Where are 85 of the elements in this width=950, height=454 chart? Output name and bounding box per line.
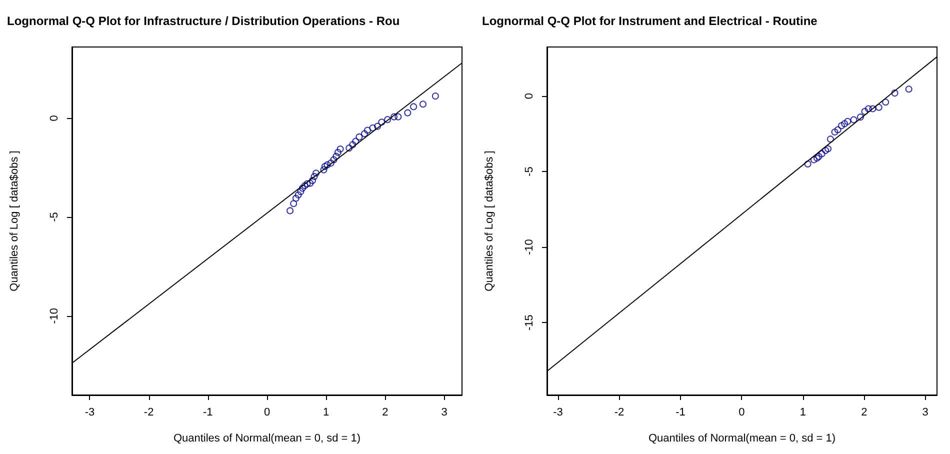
point [394, 113, 402, 120]
point [336, 146, 344, 153]
point [850, 116, 858, 124]
point [841, 120, 848, 128]
point [364, 126, 371, 134]
x-axis-title: Quantiles of Normal(mean = 0, sd = 1) [648, 432, 836, 444]
point [844, 118, 852, 125]
point [290, 200, 298, 208]
point [390, 113, 398, 120]
point [312, 170, 320, 177]
point [334, 148, 342, 156]
point [332, 152, 340, 160]
point [822, 146, 830, 154]
point [432, 92, 439, 100]
point [349, 141, 356, 148]
x-tick-label: -2 [614, 406, 624, 418]
point [309, 176, 316, 184]
y-tick-label: -10 [524, 239, 536, 255]
y-axis-title: Quantiles of Log [ data$obs ] [484, 150, 496, 292]
x-tick-label: -1 [203, 406, 213, 418]
point [298, 184, 306, 192]
point [804, 160, 812, 168]
point [374, 122, 381, 130]
chart-title: Lognormal Q-Q Plot for Instrument and Electrical - Routine [482, 14, 818, 28]
point [420, 100, 426, 108]
point [292, 194, 300, 202]
y-tick-label: -15 [524, 314, 536, 330]
point [346, 144, 353, 152]
point [352, 138, 360, 145]
y-tick-label: -10 [48, 308, 60, 324]
point [297, 188, 304, 196]
x-tick-label: 2 [382, 406, 388, 418]
point [384, 116, 392, 124]
x-tick-label: -2 [144, 406, 154, 418]
point [330, 156, 338, 164]
y-tick-label: 0 [524, 93, 536, 100]
point [875, 104, 882, 111]
point [378, 118, 386, 126]
point [864, 105, 872, 112]
x-tick-label: 0 [264, 406, 270, 418]
x-tick-label: -1 [676, 406, 686, 418]
x-tick-label: 2 [861, 406, 868, 418]
point [824, 145, 832, 152]
point [838, 122, 845, 130]
point [815, 152, 822, 160]
point [321, 162, 328, 170]
x-tick-label: 0 [738, 406, 745, 418]
point [826, 136, 834, 143]
point [356, 133, 363, 140]
point [324, 161, 331, 168]
point [861, 108, 868, 115]
chart-title: Lognormal Q-Q Plot for Infrastructure / Distribution Operations - Rou [7, 14, 400, 28]
point [294, 191, 302, 198]
y-tick-label: -5 [48, 212, 60, 222]
x-tick-label: 3 [441, 406, 448, 418]
y-axis-title: Quantiles of Log [ data$obs ] [8, 150, 20, 292]
point [905, 86, 912, 93]
point [361, 130, 368, 138]
point [818, 150, 826, 158]
x-tick-label: 1 [800, 406, 806, 418]
point [404, 109, 412, 116]
point [286, 207, 294, 214]
point [327, 160, 334, 167]
x-tick-label: 3 [922, 406, 928, 418]
point [410, 103, 418, 110]
x-tick-label: -3 [553, 406, 563, 418]
point [891, 90, 898, 97]
y-tick-label: 0 [48, 115, 60, 122]
point [369, 124, 376, 132]
point [814, 154, 820, 162]
point [856, 114, 864, 121]
point [834, 126, 842, 134]
point [304, 180, 311, 188]
point [320, 166, 328, 174]
x-tick-label: -3 [84, 406, 95, 418]
point [306, 180, 314, 187]
point [882, 98, 890, 106]
point [831, 128, 838, 136]
x-axis-title: Quantiles of Normal(mean = 0, sd = 1) [173, 432, 361, 444]
point [810, 156, 818, 164]
point [301, 182, 308, 190]
point [310, 173, 318, 180]
x-tick-label: 1 [323, 406, 330, 418]
point [869, 105, 876, 112]
y-tick-label: -5 [524, 166, 536, 176]
